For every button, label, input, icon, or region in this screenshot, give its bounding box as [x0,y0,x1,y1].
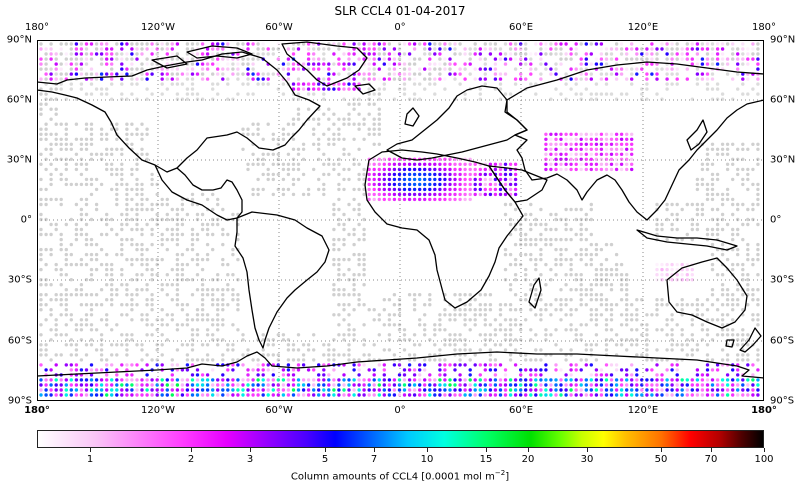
x-tick-label: 120°W [141,22,175,33]
y-tick-label: 90°N [6,34,32,46]
x-tick-label: 120°E [627,22,659,33]
colorbar-tick-mark [586,448,588,452]
y-tick-label: 60°S [770,335,795,347]
colorbar-tick-label: 100 [754,454,774,465]
y-tick-label: 0° [770,214,782,226]
coast-greenland [281,41,368,87]
x-tick-label: 60°E [508,22,534,33]
coast-arctic-islands [151,45,253,69]
colorbar-tick-label: 30 [580,454,594,465]
colorbar-label-end: ] [505,471,510,483]
coast-south-america [234,211,330,349]
x-tick-label: 180° [24,405,50,416]
colorbar-tick-label: 7 [370,454,378,465]
colorbar-tick-mark [249,448,251,452]
colorbar-tick-label: 15 [479,454,493,465]
colorbar-tick-mark [89,448,91,452]
colorbar-tick-label: 3 [246,454,254,465]
colorbar-tick-mark [485,448,487,452]
colorbar-tick-label: 10 [420,454,434,465]
colorbar-tick-label: 70 [704,454,718,465]
x-tick-label: 180° [751,22,777,33]
y-tick-label: 30°S [7,274,32,286]
y-tick-label: 30°N [6,154,32,166]
colorbar-tick-mark [763,448,765,452]
y-tick-label: 60°N [770,94,796,106]
x-tick-label: 60°E [508,405,534,416]
plot-frame [37,40,764,401]
x-tick-label: 180° [24,22,50,33]
colorbar-tick-mark [324,448,326,452]
coast-new-zealand [739,327,762,353]
colorbar-tick-label: 2 [187,454,195,465]
y-tick-label: 90°S [7,395,32,407]
coast-central-america [154,164,243,221]
y-tick-label: 90°N [770,34,796,46]
y-tick-label: 60°N [6,94,32,106]
map-plot-area [37,40,764,401]
coast-africa [364,149,524,309]
coast-japan [686,119,708,151]
gridlines [37,40,764,401]
x-tick-label: 180° [751,405,777,416]
x-tick-label: 60°W [265,405,293,416]
coastlines [37,41,764,379]
coast-arabia [488,165,548,203]
x-tick-label: 0° [394,405,406,416]
colorbar-tick-mark [426,448,428,452]
coast-indonesia [636,229,738,251]
colorbar-tick-label: 1 [86,454,94,465]
colorbar-tick-mark [660,448,662,452]
colorbar-label-text: Column amounts of CCL4 [0.0001 mol m [290,471,495,483]
coast-australia [666,257,748,329]
coast-antarctica [37,351,764,379]
colorbar-tick-mark [190,448,192,452]
x-tick-label: 120°W [141,405,175,416]
colorbar-label: Column amounts of CCL4 [0.0001 mol m−2] [0,469,800,482]
colorbar-tick-mark [527,448,529,452]
y-tick-label: 30°N [770,154,796,166]
coast-madagascar [528,277,542,309]
coast-north-america [37,51,321,173]
coast-asia [506,61,764,221]
coast-iceland [354,83,420,127]
world-map [37,40,764,401]
colorbar-tick-mark [373,448,375,452]
colorbar-tick-label: 5 [321,454,329,465]
colorbar-label-exponent: −2 [494,469,506,477]
colorbar-tick-label: 50 [654,454,668,465]
y-tick-label: 0° [20,214,32,226]
coast-tasmania [725,339,735,348]
y-tick-label: 60°S [7,335,32,347]
chart-title: SLR CCL4 01-04-2017 [334,4,466,18]
x-tick-label: 120°E [627,405,659,416]
colorbar-tick-label: 20 [521,454,535,465]
colorbar [37,430,764,448]
y-tick-label: 90°S [770,395,795,407]
x-tick-label: 0° [394,22,406,33]
colorbar-tick-mark [710,448,712,452]
x-tick-label: 60°W [265,22,293,33]
y-tick-label: 30°S [770,274,795,286]
